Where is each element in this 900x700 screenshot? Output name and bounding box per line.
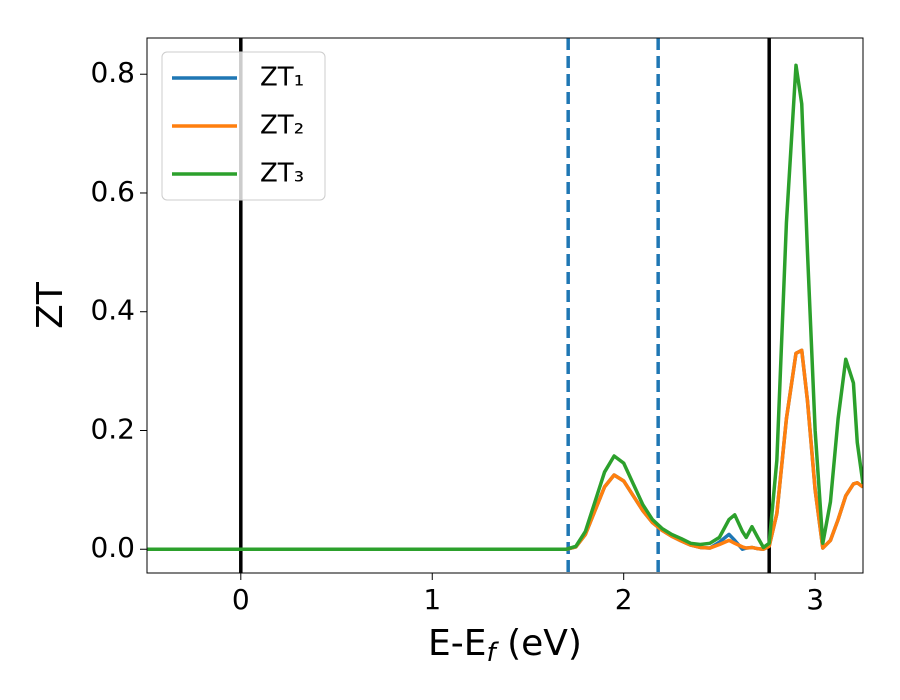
y-tick-label: 0.4	[90, 294, 135, 327]
plot-frame	[146, 37, 864, 574]
series-line	[147, 348, 863, 551]
x-axis-label-part: (eV)	[496, 623, 582, 664]
legend-label: ZT₁	[260, 63, 304, 93]
legend-label: ZT₃	[260, 159, 304, 189]
x-tick-label: 3	[806, 583, 824, 616]
y-tick-label: 0.0	[90, 531, 135, 564]
y-axis-label: ZT	[30, 281, 71, 329]
legend-box	[161, 51, 326, 201]
y-tick-label: 0.6	[90, 175, 135, 208]
y-tick-label: 0.8	[90, 56, 135, 89]
x-tick-label: 0	[232, 583, 250, 616]
x-axis-label-part: E-E	[428, 623, 486, 664]
x-tick-label: 2	[615, 583, 633, 616]
plot-area	[147, 38, 863, 573]
series-line	[147, 63, 863, 551]
x-axis-label: E-Ef (eV)	[428, 623, 582, 668]
y-tick-label: 0.2	[90, 412, 135, 445]
x-tick-label: 1	[423, 583, 441, 616]
series-line	[147, 348, 863, 551]
legend-label: ZT₂	[260, 111, 304, 141]
